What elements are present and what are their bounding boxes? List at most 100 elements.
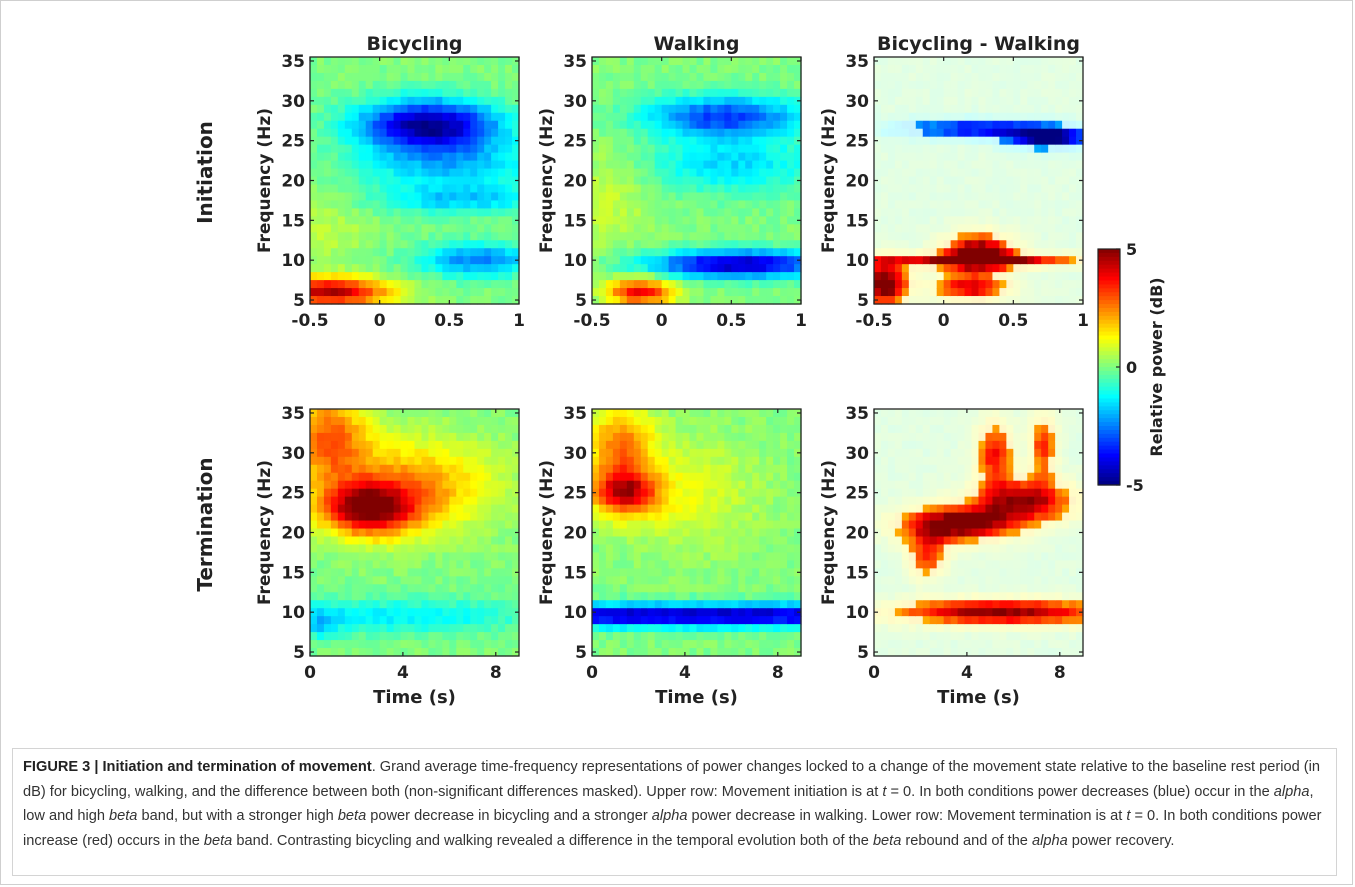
heatmap-cell [484, 144, 492, 154]
heatmap-cell [626, 272, 635, 281]
heatmap-cell [372, 72, 381, 82]
heatmap-cell [1020, 216, 1028, 225]
heatmap-cell [456, 448, 464, 458]
heatmap-cell [787, 624, 795, 633]
y-tick-label: 15 [563, 563, 587, 583]
heatmap-cell [421, 600, 430, 609]
heatmap-cell [323, 64, 332, 74]
heatmap-cell [780, 72, 788, 82]
heatmap-cell [682, 160, 691, 170]
heatmap-cell [922, 64, 931, 74]
heatmap-cell [908, 480, 917, 490]
heatmap-cell [330, 608, 339, 617]
heatmap-cell [999, 72, 1007, 82]
heatmap-cell [738, 512, 746, 522]
heatmap-cell [386, 160, 395, 170]
heatmap-cell [1034, 192, 1042, 202]
heatmap-cell [654, 120, 663, 130]
heatmap-cell [731, 456, 739, 466]
heatmap-cell [696, 104, 705, 114]
heatmap-cell [477, 496, 485, 506]
heatmap-cell [874, 600, 882, 609]
heatmap-cell [484, 280, 492, 289]
heatmap-cell [745, 144, 753, 154]
heatmap-cell [491, 568, 499, 577]
heatmap-cell [1034, 200, 1042, 209]
heatmap-cell [428, 57, 436, 66]
heatmap-cell [498, 216, 506, 225]
heatmap-cell [379, 584, 388, 593]
heatmap-cell [330, 504, 339, 514]
heatmap-cell [738, 480, 746, 490]
heatmap-cell [1048, 216, 1056, 225]
heatmap-cell [400, 568, 409, 577]
heatmap-cell [414, 112, 423, 122]
heatmap-cell [1048, 104, 1056, 114]
heatmap-cell [1027, 200, 1035, 209]
heatmap-cell [901, 648, 910, 657]
heatmap-cell [724, 448, 732, 458]
heatmap-cell [640, 416, 649, 426]
heatmap-cell [463, 168, 471, 178]
heatmap-cell [393, 216, 402, 225]
heatmap-cell [759, 57, 767, 66]
heatmap-cell [887, 608, 896, 617]
heatmap-cell [1027, 128, 1035, 138]
heatmap-cell [463, 600, 471, 609]
heatmap-cell [428, 264, 436, 273]
heatmap-cell [505, 544, 513, 554]
heatmap-cell [358, 104, 367, 114]
heatmap-cell [344, 176, 353, 186]
heatmap-cell [379, 184, 388, 194]
heatmap-cell [498, 584, 506, 593]
heatmap-cell [435, 88, 443, 98]
heatmap-cell [950, 288, 959, 297]
heatmap-cell [633, 409, 642, 418]
heatmap-cell [337, 520, 346, 530]
heatmap-cell [612, 632, 621, 641]
heatmap-cell [605, 624, 614, 633]
heatmap-cell [407, 272, 416, 281]
heatmap-cell [435, 504, 443, 514]
heatmap-cell [626, 168, 635, 178]
heatmap-cell [759, 240, 767, 249]
heatmap-cell [358, 88, 367, 98]
heatmap-cell [386, 272, 395, 281]
x-tick-label: 1 [795, 311, 807, 331]
heatmap-cell [696, 144, 705, 154]
heatmap-cell [915, 64, 924, 74]
heatmap-cell [999, 80, 1007, 90]
heatmap-cell [780, 528, 788, 538]
heatmap-cell [337, 136, 346, 146]
heatmap-cell [759, 416, 767, 426]
heatmap-cell [400, 248, 409, 257]
heatmap-cell [491, 432, 499, 442]
heatmap-cell [738, 128, 746, 138]
heatmap-cell [710, 576, 718, 585]
heatmap-cell [731, 544, 739, 554]
heatmap-cell [379, 520, 388, 530]
heatmap-cell [310, 152, 318, 162]
heatmap-cell [957, 256, 966, 265]
heatmap-cell [1055, 184, 1063, 194]
heatmap-cell [414, 288, 423, 297]
heatmap-cell [442, 128, 450, 138]
heatmap-cell [310, 104, 318, 114]
heatmap-cell [310, 504, 318, 514]
heatmap-cell [752, 584, 760, 593]
heatmap-cell [330, 472, 339, 482]
heatmap-cell [598, 448, 607, 458]
heatmap-cell [633, 456, 642, 466]
heatmap-cell [626, 160, 635, 170]
heatmap-cell [794, 560, 802, 569]
heatmap-cell [330, 416, 339, 426]
heatmap-cell [512, 240, 520, 249]
heatmap-cell [647, 632, 656, 641]
heatmap-cell [717, 568, 725, 577]
heatmap-cell [633, 504, 642, 514]
heatmap-cell [1076, 112, 1084, 122]
heatmap-cell [943, 176, 952, 186]
heatmap-cell [612, 208, 621, 217]
heatmap-cell [449, 296, 457, 305]
heatmap-cell [470, 80, 478, 90]
